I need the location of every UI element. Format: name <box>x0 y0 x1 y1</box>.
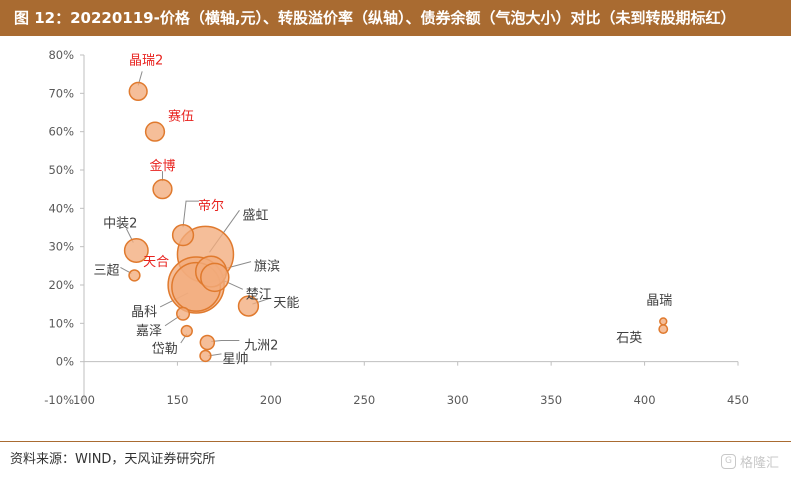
y-tick-label: 80% <box>48 48 74 62</box>
point-label: 三超 <box>93 263 119 278</box>
point-label: 嘉泽 <box>136 324 162 339</box>
bubble-point <box>180 324 193 338</box>
point-label: 旗滨 <box>254 259 280 275</box>
figure-title: 图 12：20220119-价格（横轴,元）、转股溢价率（纵轴）、债券余额（气泡… <box>0 0 791 36</box>
point-label: 盛虹 <box>242 208 268 223</box>
bubble-point <box>176 306 191 321</box>
point-label: 中装2 <box>103 217 137 232</box>
bubble-point <box>144 121 166 142</box>
point-label: 天能 <box>273 296 299 311</box>
watermark-text: 格隆汇 <box>739 456 779 471</box>
bubble-point <box>659 317 668 326</box>
point-label: 晶瑞 <box>646 293 672 308</box>
bubble-point <box>152 179 173 200</box>
y-tick-label: 70% <box>48 86 74 100</box>
y-tick-label: 20% <box>48 278 74 292</box>
point-label: 石英 <box>616 331 642 346</box>
bubble-chart: -10% 0% 10% 20% 30% 40% 50% 60% 70% 80% 100 150 200 2… <box>44 48 749 407</box>
y-tick-label: 50% <box>48 163 74 177</box>
point-label: 星帅 <box>222 352 248 367</box>
point-label: 帝尔 <box>198 198 224 214</box>
leader-line <box>182 200 200 228</box>
source-divider <box>0 441 791 442</box>
watermark: G 格隆汇 <box>720 452 779 471</box>
bubble-point <box>171 224 195 247</box>
x-tick-label: 100 <box>73 393 95 407</box>
leader-line <box>211 340 240 342</box>
x-tick-label: 400 <box>634 393 656 407</box>
y-tick-label: -10% <box>44 393 74 407</box>
bubble-point <box>123 238 149 263</box>
point-label: 九洲2 <box>244 339 278 354</box>
watermark-logo-icon: G <box>720 454 736 469</box>
bubble-point <box>128 81 148 102</box>
point-label: 赛伍 <box>168 109 194 125</box>
x-tick-label: 250 <box>353 393 375 407</box>
y-tick-label: 0% <box>56 355 74 369</box>
y-tick-label: 10% <box>48 316 74 330</box>
x-tick-label: 150 <box>166 393 188 407</box>
bubbles <box>123 81 669 363</box>
y-tick-label: 60% <box>48 125 74 139</box>
point-label: 晶瑞2 <box>129 53 163 68</box>
bubble-point <box>200 262 230 293</box>
source-note: 资料来源：WIND，天风证券研究所 <box>10 452 216 467</box>
y-tick-label: 40% <box>48 201 74 215</box>
point-label: 岱勒 <box>152 342 178 357</box>
bubble-point <box>128 269 141 282</box>
bubble-point <box>199 349 212 363</box>
y-tick-label: 30% <box>48 240 74 254</box>
bubble-point <box>658 324 669 335</box>
point-label: 金博 <box>149 158 175 174</box>
point-label: 天合 <box>143 255 169 270</box>
point-label: 楚江 <box>246 287 272 302</box>
bubble-point <box>237 295 260 317</box>
x-tick-label: 200 <box>260 393 282 407</box>
x-tick-label: 350 <box>540 393 562 407</box>
bubble-point <box>199 334 216 351</box>
axes: -10% 0% 10% 20% 30% 40% 50% 60% 70% 80% 100 150 200 2… <box>44 48 749 407</box>
point-label: 晶科 <box>131 305 157 320</box>
x-tick-label: 450 <box>727 393 749 407</box>
x-tick-label: 300 <box>447 393 469 407</box>
